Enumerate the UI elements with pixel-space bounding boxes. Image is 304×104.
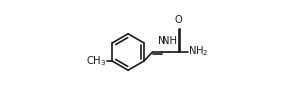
Text: N: N — [158, 36, 166, 46]
Text: NH$_2$: NH$_2$ — [188, 44, 209, 58]
Text: NH: NH — [162, 36, 177, 46]
Text: CH$_3$: CH$_3$ — [86, 54, 106, 68]
Text: O: O — [174, 15, 182, 25]
